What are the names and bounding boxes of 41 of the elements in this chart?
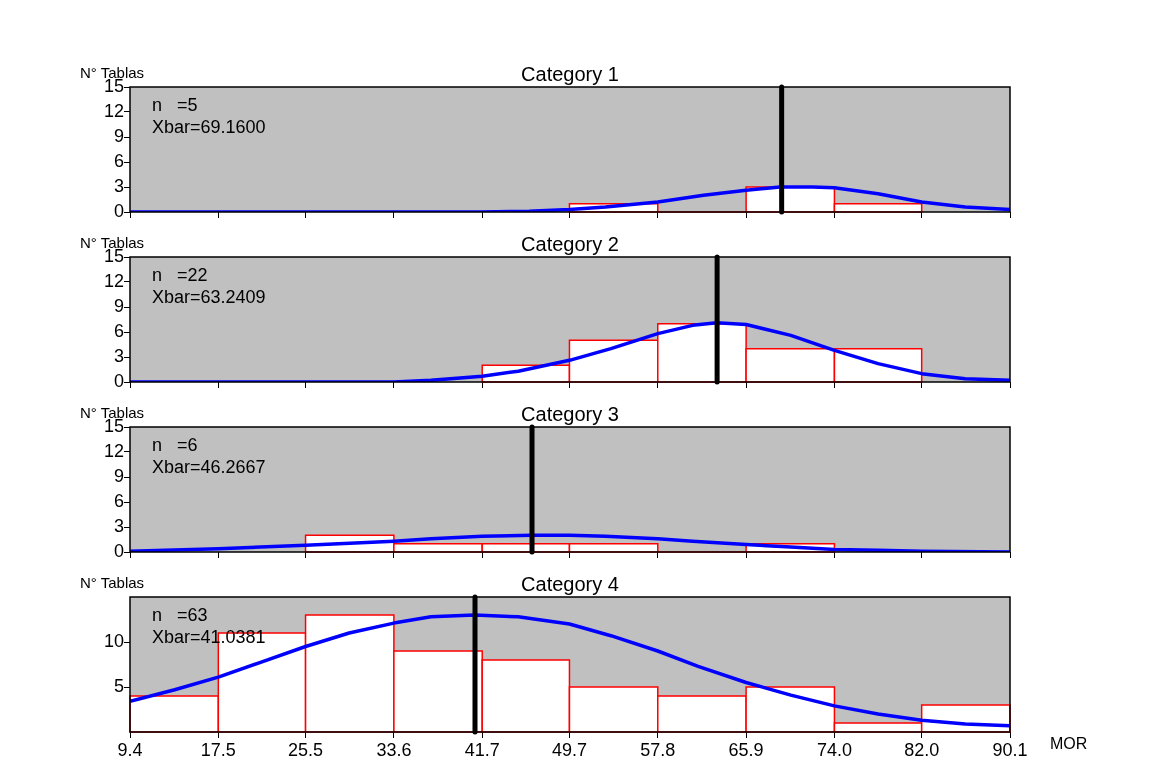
annotation: Xbar=69.1600: [152, 116, 266, 137]
y-tick-label: 9: [113, 125, 124, 146]
x-axis-title: MOR: [1050, 735, 1088, 753]
chart-title: Category 3: [521, 402, 619, 425]
annotation: n =5: [152, 94, 198, 115]
x-tick-label: 82.0: [904, 739, 940, 758]
x-tick-label: 49.7: [551, 739, 587, 758]
annotation: Xbar=46.2667: [152, 456, 266, 477]
y-tick-label: 10: [103, 630, 124, 651]
y-tick-label: 9: [113, 295, 124, 316]
y-tick-label: 3: [113, 515, 124, 536]
annotation: Xbar=63.2409: [152, 286, 266, 307]
chart-title: Category 2: [521, 232, 619, 255]
y-tick-label: 6: [113, 490, 124, 511]
y-tick-label: 12: [103, 270, 124, 291]
y-tick-label: 0: [113, 540, 124, 561]
chart-title: Category 4: [521, 572, 619, 595]
y-tick-label: 9: [113, 465, 124, 486]
chart-title: Category 1: [521, 62, 619, 85]
x-tick-label: 25.5: [288, 739, 324, 758]
y-tick-label: 6: [113, 150, 124, 171]
y-tick-label: 6: [113, 320, 124, 341]
annotation: n =63: [152, 604, 208, 625]
y-tick-label: 3: [113, 175, 124, 196]
x-tick-label: 74.0: [816, 739, 852, 758]
annotation: n =22: [152, 264, 208, 285]
x-tick-label: 57.8: [640, 739, 676, 758]
y-axis-title: N° Tablas: [80, 573, 145, 591]
annotation: n =6: [152, 434, 198, 455]
y-tick-label: 5: [113, 675, 124, 696]
y-tick-label: 3: [113, 345, 124, 366]
x-tick-label: 17.5: [200, 739, 236, 758]
x-tick-label: 33.6: [376, 739, 412, 758]
x-tick-label: 41.7: [464, 739, 500, 758]
x-tick-label: 90.1: [992, 739, 1028, 758]
y-tick-label: 0: [113, 200, 124, 221]
x-tick-label: 65.9: [728, 739, 764, 758]
x-tick-label: 9.4: [117, 739, 143, 758]
y-tick-label: 12: [103, 440, 124, 461]
y-tick-label: 0: [113, 370, 124, 391]
y-tick-label: 12: [103, 100, 124, 121]
